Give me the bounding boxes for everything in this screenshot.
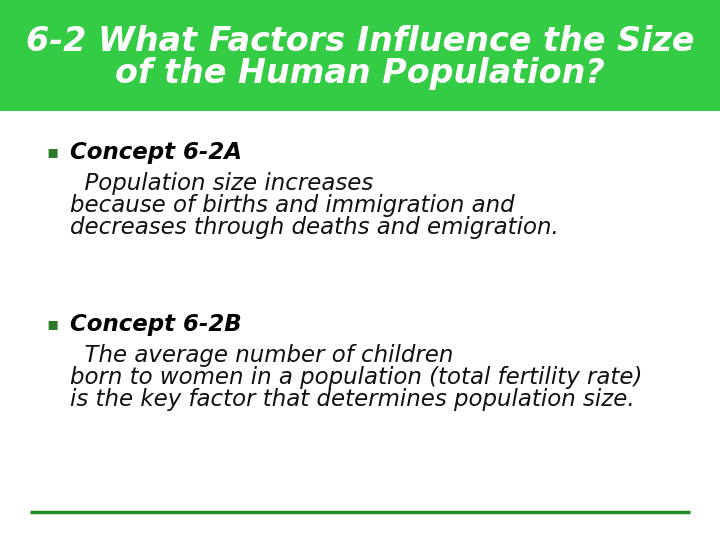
Text: ▪: ▪: [46, 143, 58, 161]
Text: 6-2 What Factors Influence the Size: 6-2 What Factors Influence the Size: [26, 25, 694, 58]
Text: decreases through deaths and emigration.: decreases through deaths and emigration.: [70, 216, 559, 239]
Text: born to women in a population (total fertility rate): born to women in a population (total fer…: [70, 366, 642, 389]
Text: ▪: ▪: [46, 315, 58, 333]
Bar: [0, 0, 720, 111]
Text: because of births and immigration and: because of births and immigration and: [70, 194, 515, 217]
Text: Concept 6-2B: Concept 6-2B: [70, 313, 242, 335]
Text: Concept 6-2A: Concept 6-2A: [70, 140, 242, 164]
Text: of the Human Population?: of the Human Population?: [115, 57, 605, 90]
Text: is the key factor that determines population size.: is the key factor that determines popula…: [70, 388, 634, 411]
Text: Population size increases: Population size increases: [70, 172, 373, 195]
Text: The average number of children: The average number of children: [70, 344, 454, 367]
